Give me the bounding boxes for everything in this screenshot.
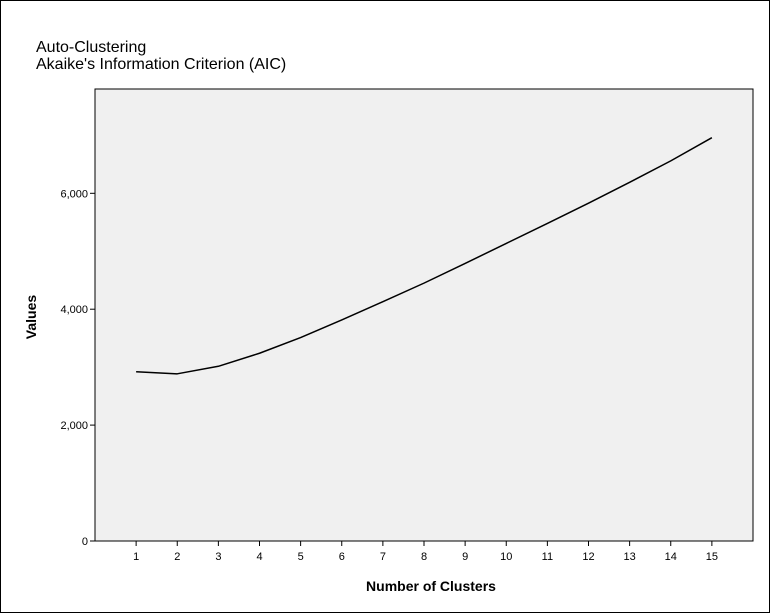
y-tick-label: 6,000 — [60, 188, 88, 200]
y-tick-label: 0 — [82, 536, 88, 548]
y-axis-label: Values — [23, 294, 39, 340]
plot-area — [94, 88, 754, 542]
series-group — [136, 137, 713, 375]
x-tick-label: 14 — [665, 551, 677, 563]
y-tick-label: 2,000 — [60, 420, 88, 432]
x-tick-label: 6 — [339, 551, 345, 563]
x-tick-label: 12 — [582, 551, 594, 563]
x-axis: 1 2 3 4 5 6 7 8 9 10 11 12 13 14 15 — [133, 541, 718, 563]
x-tick-label: 5 — [298, 551, 304, 563]
y-tick-label: 4,000 — [60, 304, 88, 316]
x-tick-label: 15 — [706, 551, 718, 563]
x-tick-label: 3 — [215, 551, 221, 563]
x-tick-label: 1 — [133, 551, 139, 563]
x-tick-label: 11 — [542, 551, 553, 563]
x-tick-label: 13 — [624, 551, 636, 563]
x-tick-label: 8 — [421, 551, 427, 563]
x-tick-label: 7 — [380, 551, 386, 563]
x-tick-label: 2 — [174, 551, 180, 563]
chart-title: Auto-Clustering — [36, 39, 147, 56]
x-tick-label: 4 — [256, 551, 262, 563]
x-tick-label: 10 — [500, 551, 512, 563]
series-line — [136, 137, 713, 375]
chart-subtitle: Akaike's Information Criterion (AIC) — [36, 56, 287, 73]
x-axis-label: Number of Clusters — [366, 578, 496, 594]
x-tick-label: 9 — [462, 551, 468, 563]
y-axis: 0 2,000 4,000 6,000 — [60, 188, 95, 548]
